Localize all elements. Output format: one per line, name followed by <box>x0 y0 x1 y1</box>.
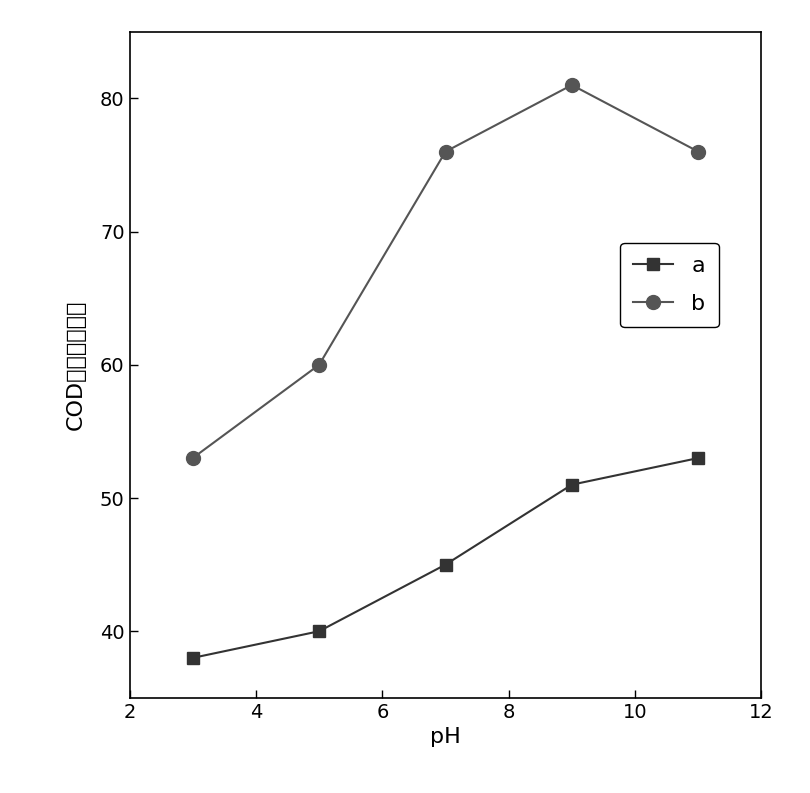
Line: b: b <box>185 78 706 465</box>
b <box>693 147 703 156</box>
a <box>188 653 198 663</box>
Y-axis label: COD去除率（％）: COD去除率（％） <box>66 300 86 430</box>
b <box>188 454 198 463</box>
b <box>314 360 324 370</box>
a <box>314 626 324 636</box>
X-axis label: pH: pH <box>430 727 461 747</box>
b <box>441 147 450 156</box>
a <box>567 480 577 489</box>
Line: a: a <box>187 453 704 664</box>
Legend: a, b: a, b <box>620 243 718 327</box>
b <box>567 80 577 90</box>
a <box>441 560 450 569</box>
a <box>693 454 703 463</box>
